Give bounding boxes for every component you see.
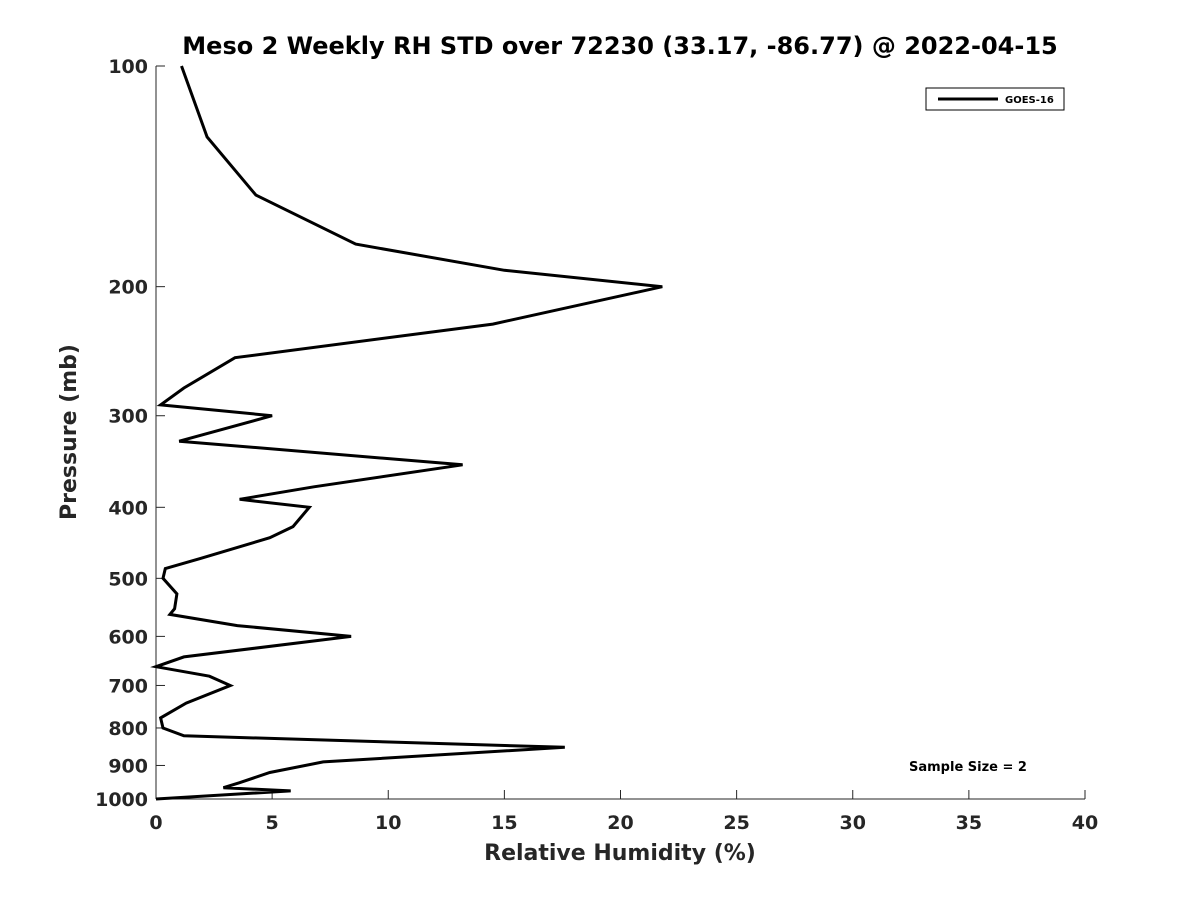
y-tick-label: 600: [108, 626, 148, 648]
series-line-goes-16: [150, 65, 663, 801]
x-tick-label: 20: [607, 812, 633, 834]
y-tick-label: 900: [108, 755, 148, 777]
x-tick-label: 0: [149, 812, 162, 834]
y-tick-label: 500: [108, 568, 148, 590]
y-tick-label: 200: [108, 277, 148, 299]
y-tick-label: 700: [108, 675, 148, 697]
y-tick-label: 100: [108, 56, 148, 78]
axes: 0 5 10 15 20 25 30 35 40 100 200 300 400 500 600 700 800…: [95, 56, 1098, 834]
x-tick-label: 10: [375, 812, 401, 834]
x-tick-label: 25: [723, 812, 749, 834]
y-axis-label: Pressure (mb): [57, 344, 82, 520]
y-tick-label: 300: [108, 406, 148, 428]
legend-label-goes-16: GOES-16: [1005, 95, 1054, 106]
y-tick-label: 400: [108, 497, 148, 519]
x-tick-label: 15: [491, 812, 517, 834]
x-tick-label: 40: [1072, 812, 1098, 834]
x-tick-label: 35: [956, 812, 982, 834]
y-tick-label: 1000: [95, 789, 148, 811]
x-tick-label: 30: [840, 812, 866, 834]
x-tick-label: 5: [266, 812, 279, 834]
y-tick-label: 800: [108, 718, 148, 740]
x-axis-label: Relative Humidity (%): [484, 841, 756, 866]
chart-title: Meso 2 Weekly RH STD over 72230 (33.17, …: [182, 32, 1057, 60]
legend: GOES-16: [925, 87, 1065, 111]
series-layer: [150, 65, 663, 801]
sample-size-annotation: Sample Size = 2: [909, 760, 1027, 775]
